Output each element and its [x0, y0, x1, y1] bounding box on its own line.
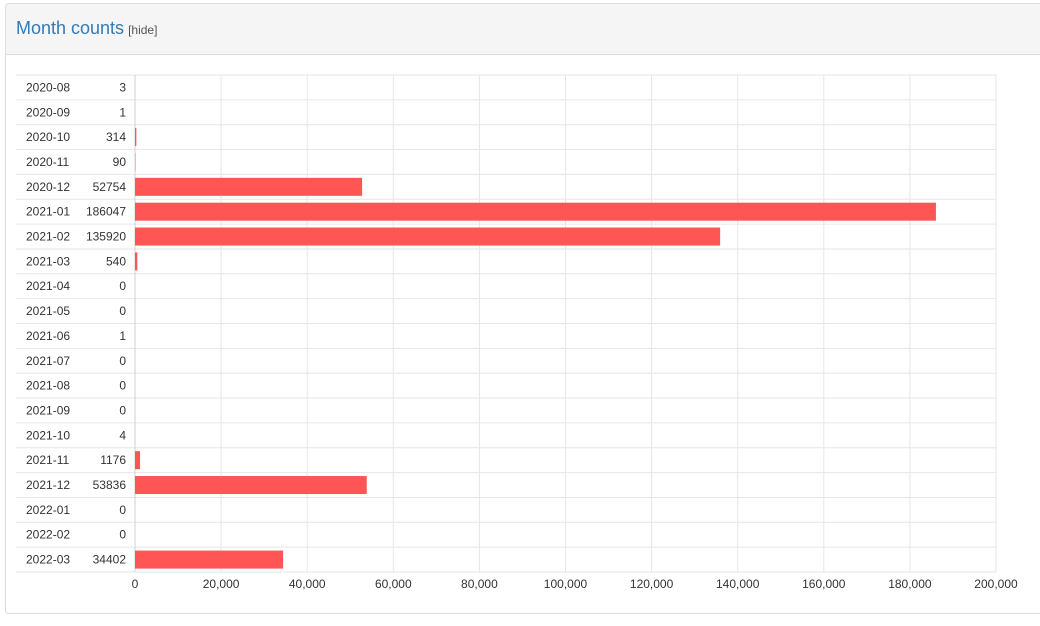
x-tick-label: 120,000: [630, 577, 674, 591]
value-label: 135920: [86, 230, 126, 244]
value-label: 1: [119, 105, 126, 119]
value-label: 1: [119, 329, 126, 343]
bar: [135, 252, 138, 271]
category-label: 2021-04: [26, 279, 70, 293]
value-label: 0: [119, 379, 126, 393]
value-label: 1176: [100, 453, 126, 467]
category-label: 2021-11: [26, 453, 69, 467]
category-label: 2021-09: [26, 403, 70, 417]
panel-heading: Month counts [hide]: [6, 4, 1040, 55]
x-tick-label: 160,000: [802, 577, 846, 591]
x-tick-label: 40,000: [289, 577, 326, 591]
panel-title: Month counts: [16, 18, 125, 38]
x-tick-label: 180,000: [888, 577, 932, 591]
category-label: 2022-03: [26, 553, 70, 567]
category-label: 2020-09: [26, 105, 70, 119]
value-label: 53836: [93, 478, 127, 492]
category-label: 2021-07: [26, 354, 70, 368]
value-label: 186047: [86, 205, 126, 219]
x-tick-label: 140,000: [716, 577, 760, 591]
value-label: 0: [119, 528, 126, 542]
category-label: 2021-03: [26, 254, 70, 268]
category-label: 2022-01: [26, 503, 70, 517]
category-label: 2022-02: [26, 528, 70, 542]
bar: [135, 451, 141, 470]
bar: [135, 227, 721, 246]
category-label: 2020-11: [26, 155, 69, 169]
x-tick-label: 100,000: [544, 577, 588, 591]
category-label: 2020-12: [26, 180, 70, 194]
category-label: 2021-12: [26, 478, 70, 492]
bar: [135, 476, 367, 495]
category-label: 2021-05: [26, 304, 70, 318]
value-label: 34402: [93, 553, 127, 567]
value-label: 0: [119, 304, 126, 318]
x-tick-label: 200,000: [974, 577, 1018, 591]
value-label: 52754: [93, 180, 127, 194]
x-tick-label: 20,000: [203, 577, 240, 591]
category-label: 2021-02: [26, 230, 70, 244]
value-label: 314: [106, 130, 126, 144]
value-label: 540: [106, 254, 126, 268]
bar: [135, 202, 936, 221]
value-label: 90: [113, 155, 127, 169]
value-label: 3: [119, 80, 126, 94]
value-label: 0: [119, 354, 126, 368]
value-label: 0: [119, 403, 126, 417]
category-label: 2021-10: [26, 428, 70, 442]
category-label: 2021-01: [26, 205, 70, 219]
category-label: 2021-08: [26, 379, 70, 393]
bar: [135, 550, 284, 569]
category-label: 2021-06: [26, 329, 70, 343]
x-tick-label: 0: [132, 577, 139, 591]
month-counts-panel: Month counts [hide]: [5, 3, 1040, 614]
x-tick-label: 80,000: [461, 577, 498, 591]
value-label: 4: [119, 428, 126, 442]
value-label: 0: [119, 503, 126, 517]
hide-link[interactable]: [hide]: [128, 23, 158, 37]
value-label: 0: [119, 279, 126, 293]
bar: [135, 128, 137, 147]
category-label: 2020-10: [26, 130, 70, 144]
bar: [135, 177, 363, 196]
category-label: 2020-08: [26, 80, 70, 94]
x-tick-label: 60,000: [375, 577, 412, 591]
